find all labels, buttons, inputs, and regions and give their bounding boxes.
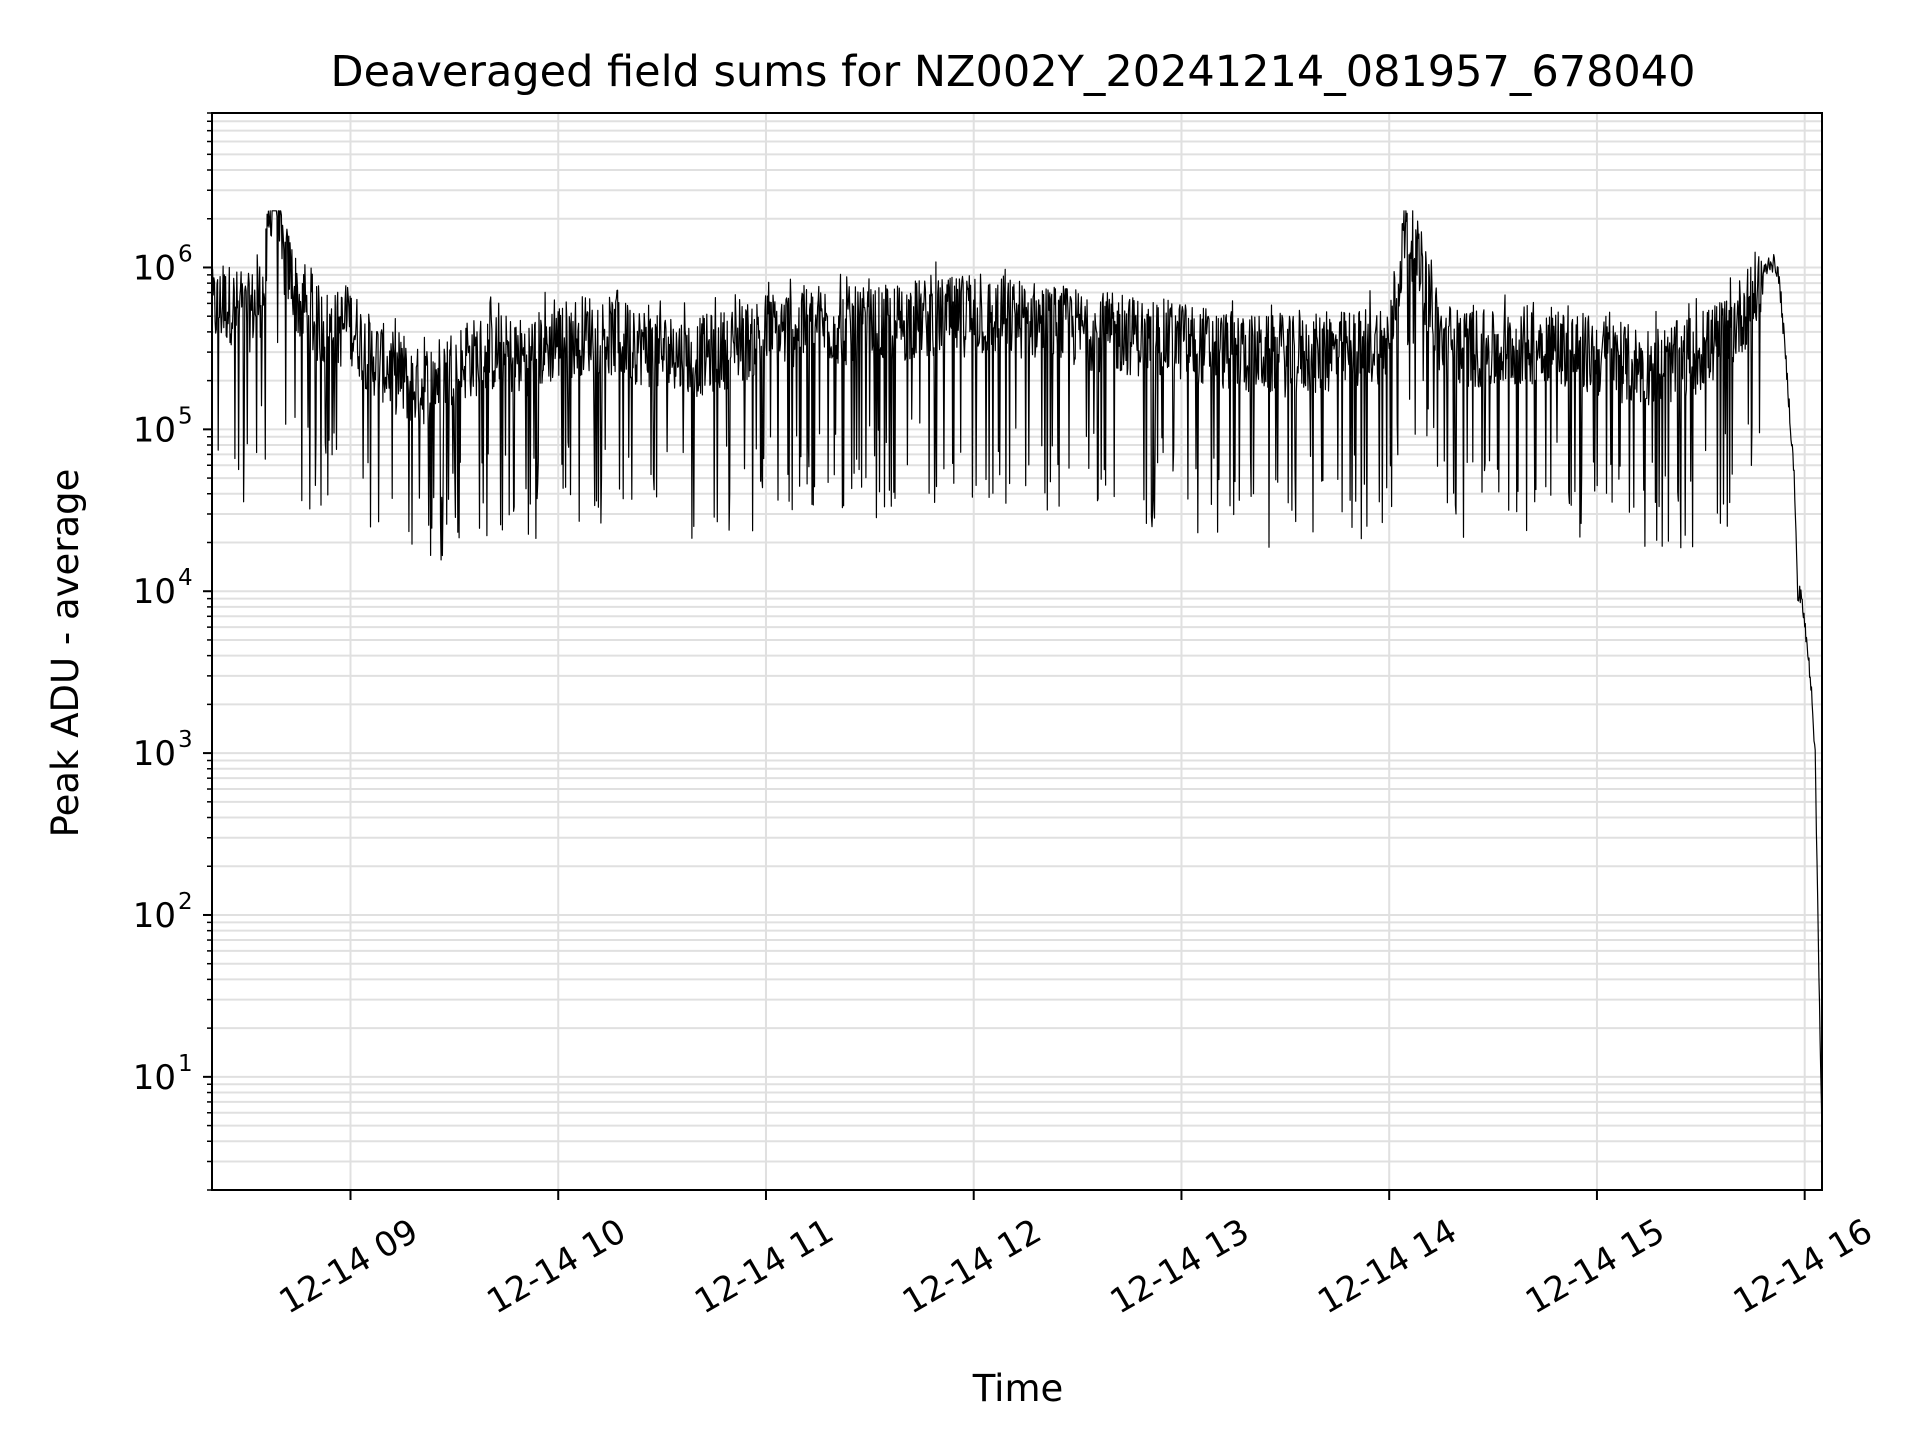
tick-layer xyxy=(203,112,1806,1200)
grid-layer xyxy=(212,112,1822,1191)
y-tick-label-exponent: 4 xyxy=(178,565,193,591)
y-tick-label-exponent: 5 xyxy=(178,403,193,429)
y-tick-label-base: 10 xyxy=(133,410,176,450)
y-tick-label-exponent: 1 xyxy=(178,1051,193,1077)
trace-layer xyxy=(211,210,1823,1141)
y-tick-label-exponent: 6 xyxy=(178,241,193,267)
x-axis-label: Time xyxy=(972,1367,1064,1410)
y-axis-label: Peak ADU - average xyxy=(44,469,87,838)
y-tick-label-exponent: 2 xyxy=(178,889,193,915)
y-tick-label-base: 10 xyxy=(133,896,176,936)
y-tick-label-base: 10 xyxy=(133,572,176,612)
y-tick-label-base: 10 xyxy=(133,734,176,774)
series-line xyxy=(211,210,1823,1141)
y-tick-label-exponent: 3 xyxy=(178,727,193,753)
chart-title: Deaveraged field sums for NZ002Y_2024121… xyxy=(330,47,1695,97)
y-tick-label-base: 10 xyxy=(133,1058,176,1098)
plot-area-frame xyxy=(211,112,1823,1191)
y-tick-label-base: 10 xyxy=(133,248,176,288)
